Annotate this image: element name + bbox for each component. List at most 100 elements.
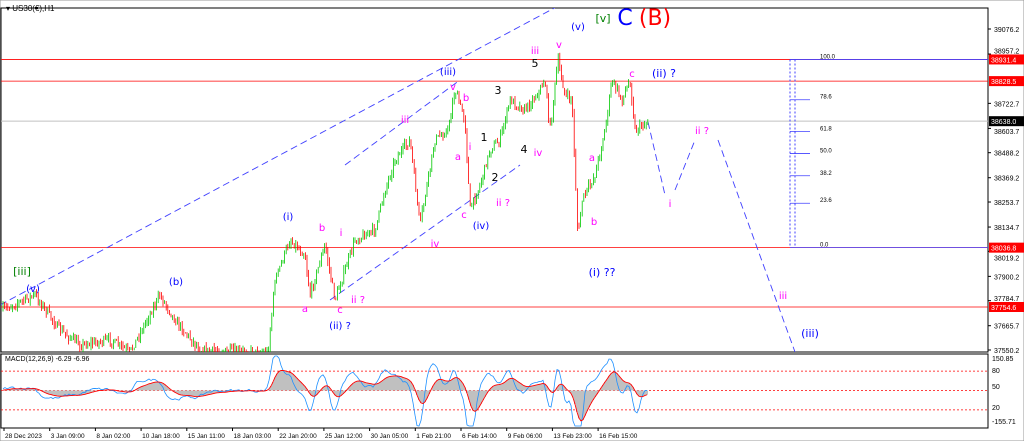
wave-label: 1: [481, 131, 488, 144]
fib-level-label: 38.2: [820, 171, 832, 177]
macd-signal-line: [2, 370, 648, 422]
wave-label: (i): [283, 212, 294, 223]
x-tick-label: 16 Feb 15:00: [599, 433, 638, 440]
wave-label: iv: [431, 239, 440, 250]
wave-projection-line: [344, 79, 461, 166]
x-tick-label: 25 Jan 12:00: [325, 433, 363, 440]
fib-level-label: 23.6: [820, 198, 832, 204]
wave-projection-line: [647, 121, 666, 196]
wave-label: iv: [534, 148, 543, 159]
wave-label: v: [450, 82, 456, 93]
fib-level-label: 50.0: [820, 149, 832, 155]
wave-label: ii ?: [496, 198, 510, 209]
macd-y-tick-label: 20: [992, 405, 1000, 412]
wave-label: (b): [169, 277, 183, 288]
wave-label: C: [617, 6, 632, 31]
y-tick-label: 38369.2: [994, 176, 1019, 183]
x-tick-label: 8 Jan 02:00: [96, 433, 130, 440]
y-tick-label: 38957.2: [994, 48, 1019, 55]
wave-projection-line: [1, 8, 556, 305]
x-tick-label: 9 Feb 06:00: [508, 433, 543, 440]
wave-projection-line: [717, 139, 796, 352]
wave-label: b: [591, 217, 597, 228]
wave-label: a: [455, 152, 461, 163]
wave-label: 3: [495, 84, 502, 97]
wave-label: c: [461, 210, 467, 221]
level-price-tag: [989, 242, 1024, 253]
wave-projection-line: [329, 164, 521, 301]
fib-level-label: 61.8: [820, 126, 832, 132]
macd-y-tick-label: 150.85: [992, 356, 1014, 363]
macd-y-tick-label: 80: [992, 368, 1000, 375]
wave-label: ii ?: [351, 295, 365, 306]
wave-label: ii ?: [695, 126, 709, 137]
wave-label: v: [556, 40, 562, 51]
wave-label: [v]: [595, 12, 610, 25]
wave-label: 5: [532, 57, 539, 70]
main-panel: [0, 7, 989, 353]
level-price-label: 38828.5: [991, 79, 1016, 86]
wave-label: [iii]: [13, 265, 31, 278]
wave-label: iii: [531, 46, 539, 57]
x-tick-label: 13 Feb 23:00: [553, 433, 592, 440]
wave-label: a: [589, 153, 595, 164]
wave-label: i: [469, 142, 472, 153]
macd-y-tick-label: -155.71: [992, 419, 1016, 426]
wave-label: a: [302, 304, 308, 315]
wave-label: (ii) ?: [652, 67, 676, 80]
wave-label: (iv): [473, 221, 490, 232]
fib-level-label: 100.0: [820, 54, 836, 60]
level-price-label: 37754.6: [991, 305, 1016, 312]
wave-label: (iii): [801, 327, 819, 340]
x-tick-label: 1 Feb 21:00: [416, 433, 451, 440]
wave-projection-line: [674, 139, 696, 191]
x-tick-label: 18 Jan 03:00: [234, 433, 272, 440]
y-tick-label: 37665.7: [994, 324, 1019, 331]
y-tick-label: 37550.2: [994, 348, 1019, 355]
x-tick-label: 10 Jan 18:00: [142, 433, 180, 440]
wave-label: i: [340, 228, 343, 239]
x-tick-label: 15 Jan 11:00: [188, 433, 225, 440]
wave-label: iii: [779, 291, 787, 302]
wave-label: (v): [26, 284, 40, 295]
wave-label: i: [669, 199, 672, 210]
y-tick-label: 38134.7: [994, 225, 1019, 232]
y-tick-label: 39076.2: [994, 27, 1019, 34]
level-price-tag: [989, 302, 1024, 313]
level-price-tag: [989, 76, 1024, 87]
macd-panel: [0, 353, 989, 429]
wave-label: c: [337, 305, 343, 316]
y-tick-label: 38253.7: [994, 200, 1019, 207]
level-price-label: 38036.8: [991, 246, 1016, 253]
wave-label: (B): [639, 6, 671, 31]
y-tick-label: 38488.2: [994, 151, 1019, 158]
chart-title: ▾ US30(€),H1: [6, 4, 55, 13]
wave-label: 4: [521, 143, 528, 156]
y-tick-label: 38019.2: [994, 256, 1019, 263]
level-price-label: 38931.4: [991, 57, 1016, 64]
y-tick-label: 37784.7: [994, 296, 1019, 303]
wave-label: 2: [492, 171, 499, 184]
x-tick-label: 3 Jan 09:00: [51, 433, 85, 440]
x-tick-label: 30 Jan 05:00: [371, 433, 409, 440]
wave-label: (v): [571, 22, 585, 33]
wave-label: (ii) ?: [329, 321, 351, 332]
plot-area: 100.0 78.6 61.8 50.0 38.2 23.6 0.0: [1, 8, 988, 352]
fib-level-label: 78.6: [820, 95, 832, 101]
y-tick-label: 38603.7: [994, 129, 1019, 136]
x-tick-label: 22 Jan 20:00: [279, 433, 317, 440]
wave-label: (iii): [440, 67, 456, 78]
y-tick-label: 37900.2: [994, 274, 1019, 281]
x-tick-label: 6 Feb 14:00: [462, 433, 497, 440]
current-price-tag: [989, 116, 1024, 127]
macd-title: MACD(12,26,9) -6.29 -6.96: [5, 356, 90, 363]
level-price-tag: [989, 54, 1024, 65]
wave-label: b: [463, 93, 469, 104]
macd-y-tick-label: 50: [992, 384, 1000, 391]
wave-label: iii: [401, 115, 409, 126]
wave-label: b: [319, 223, 325, 234]
fib-level-label: 0.0: [820, 243, 829, 249]
x-tick-label: 28 Dec 2023: [5, 433, 42, 440]
symbol-title: US30(€),H1: [12, 4, 55, 13]
